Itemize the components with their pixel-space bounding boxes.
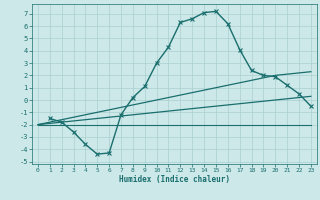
X-axis label: Humidex (Indice chaleur): Humidex (Indice chaleur) [119, 175, 230, 184]
